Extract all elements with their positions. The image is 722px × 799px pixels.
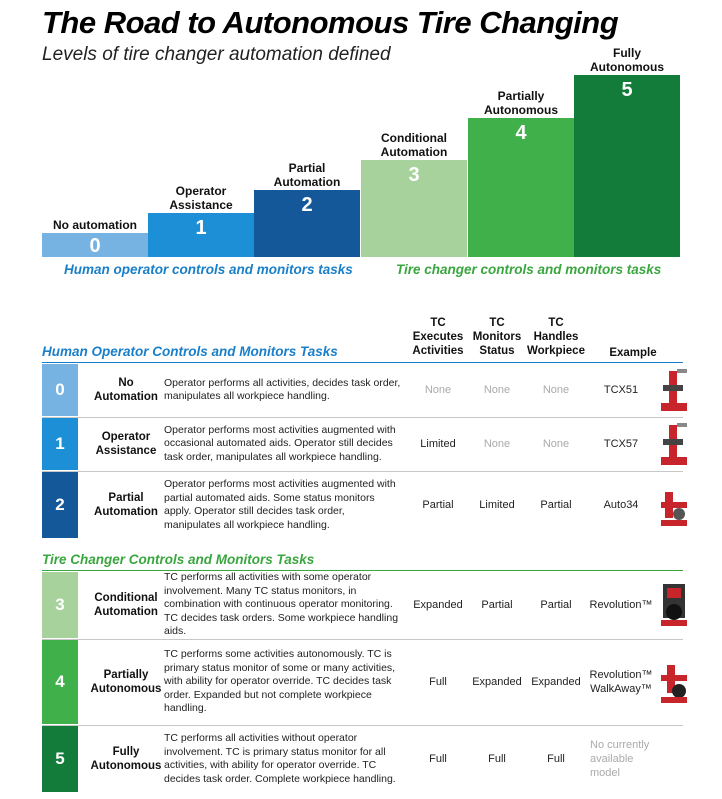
step-label-5: Fully Autonomous [590, 46, 664, 74]
level-name: Fully Autonomous [90, 746, 162, 772]
col-header-handles: TC Handles Workpiece [527, 317, 585, 357]
step-number: 5 [621, 79, 633, 101]
handles-value: Partial [540, 599, 572, 611]
executes-value: None [424, 384, 452, 396]
monitors-value: Expanded [472, 676, 522, 688]
level-badge: 4 [42, 640, 78, 724]
executes-value: Full [429, 753, 447, 765]
level-description: TC performs some activities autonomously… [164, 648, 396, 715]
tire-changer-thumbnail [661, 423, 687, 465]
step-number: 4 [515, 122, 527, 144]
executes-value: Partial [422, 499, 454, 511]
row-divider [42, 417, 683, 418]
executes-value: Full [429, 676, 447, 688]
step-2: 2 [254, 190, 360, 257]
step-label-1: Operator Assistance [169, 184, 233, 212]
level-name: Partially Autonomous [90, 669, 162, 695]
executes-value: Limited [420, 438, 456, 450]
row-divider [42, 639, 683, 640]
tire-changer-thumbnail [661, 492, 687, 526]
level-badge: 1 [42, 418, 78, 470]
level-description: Operator performs all activities, decide… [164, 376, 401, 403]
page-subtitle: Levels of tire changer automation define… [42, 44, 391, 65]
monitors-value: Partial [481, 599, 513, 611]
table-row-level-0: 0 No Automation Operator performs all act… [42, 364, 687, 416]
monitors-value: None [483, 384, 511, 396]
monitors-value: Full [488, 753, 506, 765]
level-name: No Automation [94, 377, 158, 403]
monitors-value: None [483, 438, 511, 450]
example-model: TCX51 [603, 384, 639, 396]
monitors-value: Limited [479, 499, 515, 511]
example-model: Auto34 [603, 499, 639, 511]
tire-changer-thumbnail [661, 665, 687, 703]
page-title: The Road to Autonomous Tire Changing [42, 5, 619, 40]
caption-tc-control: Tire changer controls and monitors tasks [396, 262, 662, 277]
example-model: No currently available model [590, 739, 650, 779]
step-4: 4 [468, 118, 574, 257]
step-3: 3 [361, 160, 467, 257]
level-description: TC performs all activities with some ope… [164, 571, 399, 638]
step-number: 0 [89, 235, 101, 257]
section-divider [42, 570, 683, 571]
level-description: TC performs all activities without opera… [164, 732, 396, 785]
handles-value: Expanded [531, 676, 581, 688]
step-number: 3 [408, 164, 420, 186]
level-name: Operator Assistance [95, 431, 157, 457]
level-badge: 0 [42, 364, 78, 416]
table-row-level-1: 1 Operator Assistance Operator performs m… [42, 418, 687, 470]
level-description: Operator performs most activities augmen… [164, 423, 396, 463]
step-1: 1 [148, 213, 254, 257]
table-row-level-3: 3 Conditional Automation TC performs all … [42, 571, 687, 638]
executes-value: Expanded [413, 599, 463, 611]
col-header-executes: TC Executes Activities [412, 317, 464, 357]
row-divider [42, 725, 683, 726]
step-label-4: Partially Autonomous [484, 89, 558, 117]
section-divider [42, 362, 683, 363]
handles-value: Full [547, 753, 565, 765]
table-row-level-4: 4 Partially Autonomous TC performs some a… [42, 640, 687, 724]
caption-human-control: Human operator controls and monitors tas… [64, 262, 353, 277]
table-row-level-2: 2 Partial Automation Operator performs mo… [42, 472, 687, 538]
step-5: 5 [574, 75, 680, 257]
row-divider [42, 471, 683, 472]
level-name: Partial Automation [94, 492, 158, 518]
section-title-human: Human Operator Controls and Monitors Tas… [42, 344, 338, 359]
tire-changer-thumbnail [661, 584, 687, 626]
level-badge: 2 [42, 472, 78, 538]
step-label-0: No automation [53, 218, 137, 232]
level-badge: 5 [42, 726, 78, 792]
level-badge: 3 [42, 572, 78, 638]
example-model: TCX57 [603, 438, 639, 450]
step-label-2: Partial Automation [273, 161, 341, 189]
example-model: Revolution™ WalkAway™ [589, 669, 653, 695]
table-row-level-5: 5 Fully Autonomous TC performs all activi… [42, 726, 683, 792]
handles-value: Partial [540, 499, 572, 511]
handles-value: None [542, 438, 570, 450]
level-description: Operator performs most activities augmen… [164, 478, 396, 531]
col-header-example: Example [609, 347, 657, 359]
step-0: 0 [42, 233, 148, 257]
col-header-monitors: TC Monitors Status [472, 317, 522, 357]
tire-changer-thumbnail [661, 369, 687, 411]
handles-value: None [542, 384, 570, 396]
level-name: Conditional Automation [94, 592, 158, 618]
example-model: Revolution™ [589, 599, 653, 611]
step-number: 1 [195, 217, 207, 239]
step-number: 2 [301, 194, 313, 216]
step-label-3: Conditional Automation [380, 131, 448, 159]
section-title-tc: Tire Changer Controls and Monitors Tasks [42, 552, 315, 567]
